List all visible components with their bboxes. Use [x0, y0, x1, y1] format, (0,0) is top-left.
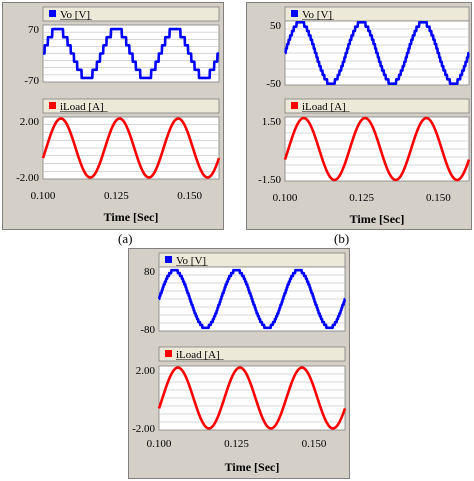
- y-tick-label-max: 80: [144, 266, 156, 278]
- chart-panel-b: Vo [V] 50 -50 iLoad [A] 1.50 -1.50 0.100 0.125 0…: [246, 2, 472, 230]
- series-line-vo: [284, 20, 470, 86]
- y-tick-label-max: 2.00: [136, 365, 156, 377]
- x-axis-label: Time [Sec]: [225, 460, 280, 474]
- legend-swatch: [165, 256, 172, 263]
- legend-bar: [42, 6, 220, 22]
- caption-a: (a): [118, 231, 133, 246]
- x-tick-label: 0.150: [426, 192, 451, 204]
- legend-bar: [42, 98, 220, 114]
- x-tick-label: 0.125: [224, 438, 249, 450]
- x-tick-label: 0.150: [177, 190, 202, 202]
- legend-label: Vo [V]: [302, 9, 332, 21]
- legend-swatch: [49, 102, 56, 109]
- legend-swatch: [291, 10, 298, 17]
- x-axis-label: Time [Sec]: [350, 212, 405, 226]
- y-tick-label-min: -80: [140, 324, 155, 336]
- y-tick-label-min: -1.50: [258, 174, 281, 186]
- legend-label: Vo [V]: [176, 255, 206, 267]
- x-tick-label: 0.125: [104, 190, 129, 202]
- y-tick-label-max: 50: [270, 20, 282, 32]
- series-line-iload: [41, 117, 221, 179]
- legend-label: Vo [V]: [60, 9, 90, 21]
- chart-svg: Vo [V] 80 -80 iLoad [A] 2.00 -2.00 0.100 0.125 0…: [132, 252, 347, 474]
- series-line-iload: [157, 366, 347, 430]
- x-axis-label: Time [Sec]: [104, 210, 159, 224]
- chart-panel-a: Vo [V] 70 -70 iLoad [A] 2.00 -2.00 0.100 0.125 0…: [2, 2, 224, 230]
- legend-swatch: [49, 10, 56, 17]
- legend-swatch: [291, 102, 298, 109]
- y-tick-label-min: -2.00: [16, 172, 39, 184]
- legend-bar: [158, 346, 346, 362]
- legend-label: iLoad [A]: [176, 349, 220, 361]
- series-line-vo: [158, 268, 346, 330]
- chart-panel-c: Vo [V] 80 -80 iLoad [A] 2.00 -2.00 0.100 0.125 0…: [128, 248, 350, 479]
- y-tick-label-max: 1.50: [262, 116, 282, 128]
- chart-svg: Vo [V] 70 -70 iLoad [A] 2.00 -2.00 0.100 0.125 0…: [16, 6, 221, 224]
- legend-swatch: [165, 350, 172, 357]
- y-tick-label-max: 70: [28, 24, 40, 36]
- y-tick-label-min: -50: [266, 78, 281, 90]
- legend-label: iLoad [A]: [60, 101, 104, 113]
- y-tick-label-min: -2.00: [132, 423, 155, 435]
- x-tick-label: 0.100: [31, 190, 56, 202]
- y-tick-label-min: -70: [24, 75, 39, 87]
- chart-svg: Vo [V] 50 -50 iLoad [A] 1.50 -1.50 0.100 0.125 0…: [258, 6, 471, 226]
- series-line-iload: [283, 116, 471, 182]
- legend-bar: [284, 98, 470, 114]
- y-tick-label-max: 2.00: [20, 116, 40, 128]
- legend-label: iLoad [A]: [302, 101, 346, 113]
- caption-b: (b): [334, 231, 350, 246]
- series-line-vo: [41, 27, 221, 80]
- x-tick-label: 0.100: [273, 192, 298, 204]
- x-tick-label: 0.150: [302, 438, 327, 450]
- x-tick-label: 0.125: [349, 192, 374, 204]
- x-tick-label: 0.100: [147, 438, 172, 450]
